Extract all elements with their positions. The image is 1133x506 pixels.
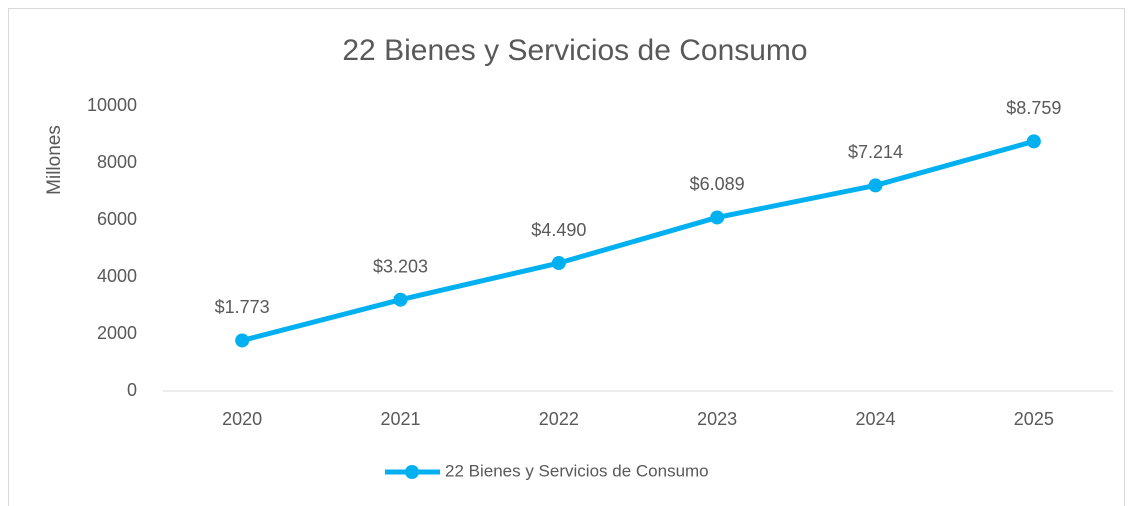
data-point xyxy=(868,178,883,193)
data-label: $1.773 xyxy=(215,297,270,317)
data-label: $7.214 xyxy=(848,142,903,162)
x-tick-label: 2021 xyxy=(380,409,420,429)
data-label: $6.089 xyxy=(690,174,745,194)
series-line xyxy=(241,138,1035,343)
y-tick-label: 6000 xyxy=(97,209,137,229)
y-tick-label: 2000 xyxy=(97,323,137,343)
y-tick-label: 0 xyxy=(127,380,137,400)
data-label: $3.203 xyxy=(373,256,428,276)
y-axis-label: Millones xyxy=(44,125,65,195)
legend-marker xyxy=(405,465,419,479)
data-point xyxy=(393,292,408,307)
x-tick-label: 2024 xyxy=(855,409,895,429)
data-point xyxy=(710,210,725,225)
x-tick-label: 2020 xyxy=(222,409,262,429)
data-point xyxy=(551,256,566,271)
y-tick-label: 8000 xyxy=(97,152,137,172)
chart-title: 22 Bienes y Servicios de Consumo xyxy=(342,34,807,67)
data-point xyxy=(235,333,250,348)
x-tick-label: 2025 xyxy=(1014,409,1054,429)
y-tick-label: 10000 xyxy=(87,95,137,115)
data-label: $4.490 xyxy=(531,220,586,240)
legend-label: 22 Bienes y Servicios de Consumo xyxy=(445,461,709,480)
x-tick-label: 2022 xyxy=(539,409,579,429)
x-tick-label: 2023 xyxy=(697,409,737,429)
chart-border xyxy=(8,8,1125,506)
data-label: $8.759 xyxy=(1006,98,1061,118)
y-tick-label: 4000 xyxy=(97,266,137,286)
data-point xyxy=(1026,134,1041,149)
